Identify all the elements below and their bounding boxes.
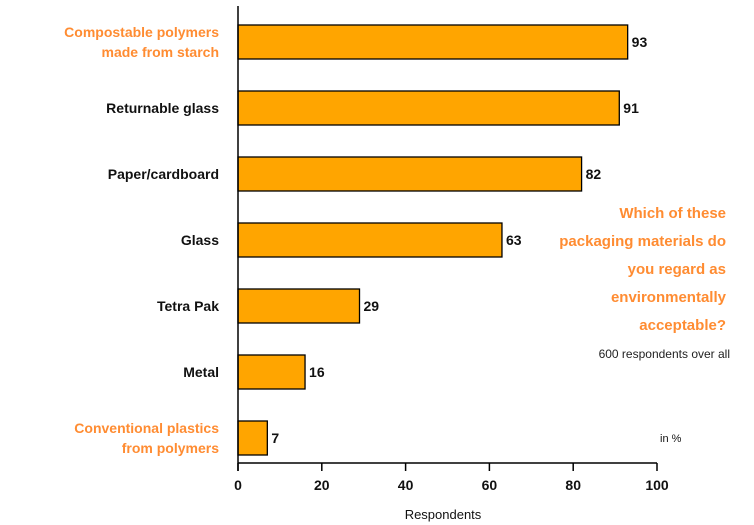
bar	[237, 354, 306, 390]
category-label-line: from polymers	[122, 440, 219, 456]
data-label: 29	[364, 298, 380, 314]
data-label: 16	[309, 364, 325, 380]
x-tick-label: 100	[645, 477, 669, 493]
data-label: 82	[586, 166, 602, 182]
category-label: Paper/cardboard	[108, 166, 219, 182]
category-label: Conventional plastics from polymers	[74, 420, 219, 456]
unit-label: in %	[660, 433, 682, 445]
category-label-line: Tetra Pak	[157, 298, 219, 314]
category-label: Tetra Pak	[157, 298, 219, 314]
x-axis-title: Respondents	[405, 507, 482, 522]
category-label-line: made from starch	[102, 44, 219, 60]
bar	[237, 288, 361, 324]
category-label: Glass	[181, 232, 219, 248]
bar	[237, 222, 503, 258]
category-label-line: Conventional plastics	[74, 420, 219, 436]
bar	[237, 420, 268, 456]
respondents-note: 600 respondents over all	[599, 347, 730, 361]
category-labels: Compostable polymers made from starch Retu…	[64, 24, 219, 456]
bars-group: 93 91 82 63 29 16 7	[237, 24, 648, 456]
question-line: packaging materials do	[559, 233, 726, 250]
category-label-line: Compostable polymers	[64, 24, 219, 40]
category-label-line: Returnable glass	[106, 100, 219, 116]
question-line: environmentally	[611, 289, 727, 306]
category-label: Metal	[183, 364, 219, 380]
question-annotation: Which of these packaging materials do you …	[559, 205, 730, 361]
category-label-line: Paper/cardboard	[108, 166, 219, 182]
x-tick-label: 80	[565, 477, 581, 493]
question-line: Which of these	[619, 205, 726, 222]
category-label: Returnable glass	[106, 100, 219, 116]
bar	[237, 24, 629, 60]
bar	[237, 90, 620, 126]
x-axis: 0 20 40 60 80 100 in % Respondents	[234, 6, 682, 522]
data-label: 93	[632, 34, 648, 50]
data-label: 63	[506, 232, 522, 248]
x-tick-label: 0	[234, 477, 242, 493]
data-label: 91	[623, 100, 639, 116]
question-line: you regard as	[628, 261, 726, 278]
x-tick-label: 40	[398, 477, 414, 493]
x-tick-label: 60	[482, 477, 498, 493]
question-line: acceptable?	[639, 317, 726, 334]
category-label-line: Glass	[181, 232, 219, 248]
category-label: Compostable polymers made from starch	[64, 24, 219, 60]
data-label: 7	[271, 430, 279, 446]
bar	[237, 156, 583, 192]
x-tick-label: 20	[314, 477, 330, 493]
category-label-line: Metal	[183, 364, 219, 380]
